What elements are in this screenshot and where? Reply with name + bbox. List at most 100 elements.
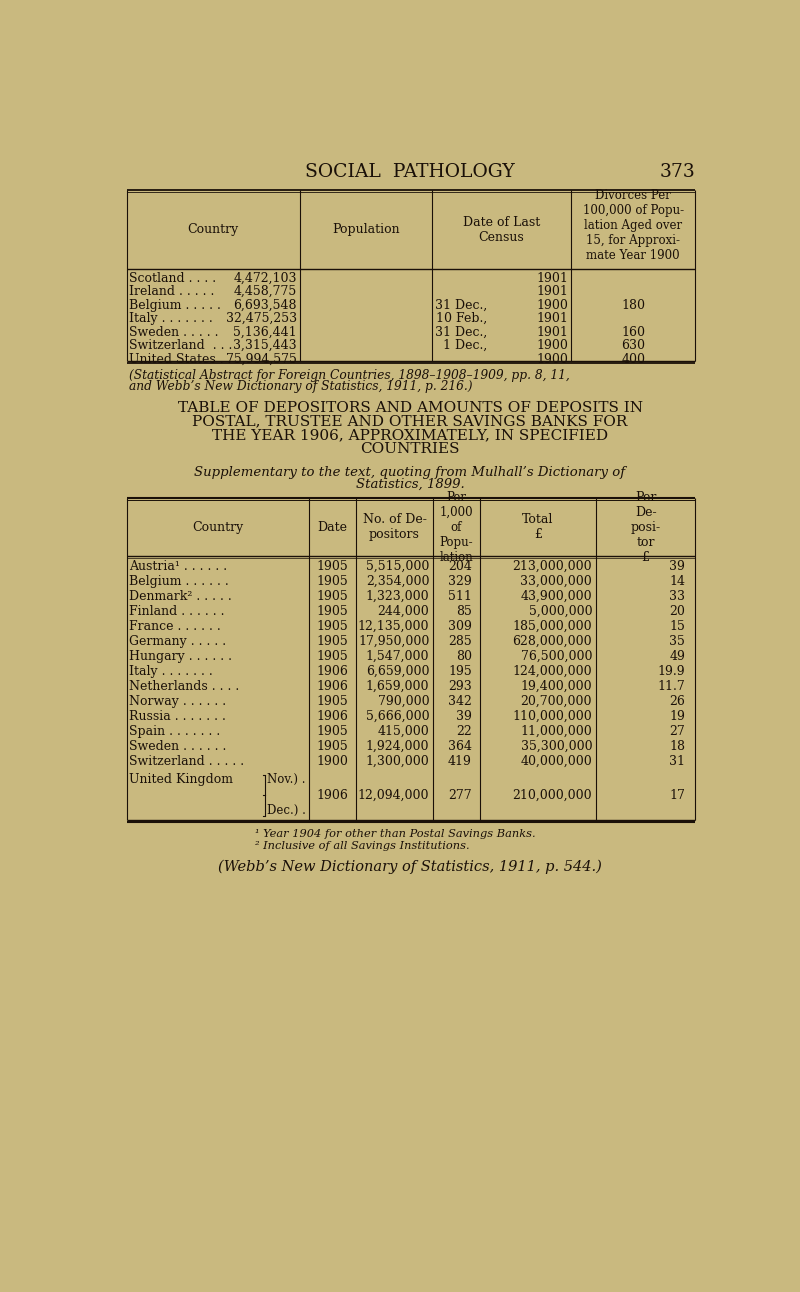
- Text: 342: 342: [448, 695, 472, 708]
- Text: Ireland . . . . .: Ireland . . . . .: [130, 286, 215, 298]
- Text: 1901: 1901: [536, 326, 568, 339]
- Text: COUNTRIES: COUNTRIES: [360, 442, 460, 456]
- Text: ² Inclusive of all Savings Institutions.: ² Inclusive of all Savings Institutions.: [255, 841, 470, 850]
- Text: Nov.) .: Nov.) .: [267, 773, 306, 786]
- Text: 180: 180: [622, 298, 646, 311]
- Text: 19,400,000: 19,400,000: [521, 680, 592, 693]
- Text: 204: 204: [448, 559, 472, 572]
- Text: 628,000,000: 628,000,000: [513, 634, 592, 647]
- Text: 1,547,000: 1,547,000: [366, 650, 430, 663]
- Text: Date: Date: [318, 521, 347, 534]
- Text: 1905: 1905: [317, 650, 348, 663]
- Text: 1906: 1906: [317, 665, 349, 678]
- Text: 1901: 1901: [536, 313, 568, 326]
- Text: 1,300,000: 1,300,000: [366, 755, 430, 767]
- Text: 511: 511: [448, 589, 472, 603]
- Text: 43,900,000: 43,900,000: [521, 589, 592, 603]
- Text: 6,659,000: 6,659,000: [366, 665, 430, 678]
- Text: 85: 85: [456, 605, 472, 618]
- Text: 415,000: 415,000: [378, 725, 430, 738]
- Text: 790,000: 790,000: [378, 695, 430, 708]
- Text: 12,135,000: 12,135,000: [358, 620, 430, 633]
- Text: Denmark² . . . . .: Denmark² . . . . .: [130, 589, 232, 603]
- Text: 1,924,000: 1,924,000: [366, 740, 430, 753]
- Text: 1906: 1906: [317, 709, 349, 722]
- Text: 39: 39: [670, 559, 685, 572]
- Text: 31: 31: [669, 755, 685, 767]
- Text: No. of De-
positors: No. of De- positors: [362, 513, 426, 541]
- Text: Sweden . . . . .: Sweden . . . . .: [130, 326, 219, 339]
- Text: Belgium . . . . . .: Belgium . . . . . .: [130, 575, 229, 588]
- Text: United Kingdom: United Kingdom: [130, 773, 234, 786]
- Text: SOCIAL  PATHOLOGY: SOCIAL PATHOLOGY: [305, 163, 515, 181]
- Text: 2,354,000: 2,354,000: [366, 575, 430, 588]
- Text: 160: 160: [622, 326, 646, 339]
- Text: Hungary . . . . . .: Hungary . . . . . .: [130, 650, 233, 663]
- Text: 11,000,000: 11,000,000: [520, 725, 592, 738]
- Text: Population: Population: [332, 224, 400, 236]
- Text: 5,136,441: 5,136,441: [234, 326, 297, 339]
- Text: ¹ Year 1904 for other than Postal Savings Banks.: ¹ Year 1904 for other than Postal Saving…: [255, 829, 536, 839]
- Text: 1901: 1901: [536, 271, 568, 284]
- Text: 213,000,000: 213,000,000: [513, 559, 592, 572]
- Text: 1905: 1905: [317, 575, 348, 588]
- Text: Country: Country: [187, 224, 238, 236]
- Text: 5,000,000: 5,000,000: [529, 605, 592, 618]
- Text: 35,300,000: 35,300,000: [521, 740, 592, 753]
- Text: 195: 195: [448, 665, 472, 678]
- Text: 5,515,000: 5,515,000: [366, 559, 430, 572]
- Text: 19: 19: [670, 709, 685, 722]
- Text: 3,315,443: 3,315,443: [234, 339, 297, 353]
- Text: Spain . . . . . . .: Spain . . . . . . .: [130, 725, 221, 738]
- Text: 1905: 1905: [317, 740, 348, 753]
- Text: Switzerland  . . .: Switzerland . . .: [130, 339, 233, 353]
- Text: Italy . . . . . . .: Italy . . . . . . .: [130, 313, 213, 326]
- Text: 400: 400: [622, 353, 646, 366]
- Text: 210,000,000: 210,000,000: [513, 788, 592, 802]
- Text: (Statistical Abstract for Foreign Countries, 1898–1908–1909, pp. 8, 11,: (Statistical Abstract for Foreign Countr…: [130, 368, 570, 381]
- Text: 31 Dec.,: 31 Dec.,: [435, 298, 487, 311]
- Text: 1901: 1901: [536, 286, 568, 298]
- Text: 18: 18: [669, 740, 685, 753]
- Text: 20,700,000: 20,700,000: [521, 695, 592, 708]
- Text: 26: 26: [670, 695, 685, 708]
- Text: 33,000,000: 33,000,000: [520, 575, 592, 588]
- Text: 22: 22: [456, 725, 472, 738]
- Text: 1905: 1905: [317, 559, 348, 572]
- Text: 373: 373: [659, 163, 695, 181]
- Text: 39: 39: [456, 709, 472, 722]
- Text: 5,666,000: 5,666,000: [366, 709, 430, 722]
- Text: 12,094,000: 12,094,000: [358, 788, 430, 802]
- Text: 6,693,548: 6,693,548: [234, 298, 297, 311]
- Text: 80: 80: [456, 650, 472, 663]
- Text: 75,994,575: 75,994,575: [226, 353, 297, 366]
- Text: 19.9: 19.9: [658, 665, 685, 678]
- Text: 4,458,775: 4,458,775: [234, 286, 297, 298]
- Text: 1905: 1905: [317, 634, 348, 647]
- Text: 124,000,000: 124,000,000: [513, 665, 592, 678]
- Text: 17: 17: [670, 788, 685, 802]
- Text: 244,000: 244,000: [378, 605, 430, 618]
- Text: TABLE OF DEPOSITORS AND AMOUNTS OF DEPOSITS IN: TABLE OF DEPOSITORS AND AMOUNTS OF DEPOS…: [178, 401, 642, 415]
- Text: 15: 15: [670, 620, 685, 633]
- Text: 364: 364: [448, 740, 472, 753]
- Text: 1,323,000: 1,323,000: [366, 589, 430, 603]
- Text: Divorces Per
100,000 of Popu-
lation Aged over
15, for Approxi-
mate Year 1900: Divorces Per 100,000 of Popu- lation Age…: [582, 190, 684, 262]
- Text: Belgium . . . . .: Belgium . . . . .: [130, 298, 222, 311]
- Text: Finland . . . . . .: Finland . . . . . .: [130, 605, 225, 618]
- Text: 17,950,000: 17,950,000: [358, 634, 430, 647]
- Text: 285: 285: [448, 634, 472, 647]
- Text: Switzerland . . . . .: Switzerland . . . . .: [130, 755, 245, 767]
- Text: Sweden . . . . . .: Sweden . . . . . .: [130, 740, 227, 753]
- Text: Scotland . . . .: Scotland . . . .: [130, 271, 217, 284]
- Text: Per
1,000
of
Popu-
lation: Per 1,000 of Popu- lation: [440, 491, 474, 563]
- Text: 1905: 1905: [317, 589, 348, 603]
- Text: 27: 27: [670, 725, 685, 738]
- Text: 1905: 1905: [317, 695, 348, 708]
- Text: 419: 419: [448, 755, 472, 767]
- Text: 1905: 1905: [317, 725, 348, 738]
- Text: 31 Dec.,: 31 Dec.,: [435, 326, 487, 339]
- Text: 1900: 1900: [317, 755, 349, 767]
- Text: Per
De-
posi-
tor
£: Per De- posi- tor £: [630, 491, 661, 563]
- Text: (Webb’s New Dictionary of Statistics, 1911, p. 544.): (Webb’s New Dictionary of Statistics, 19…: [218, 859, 602, 873]
